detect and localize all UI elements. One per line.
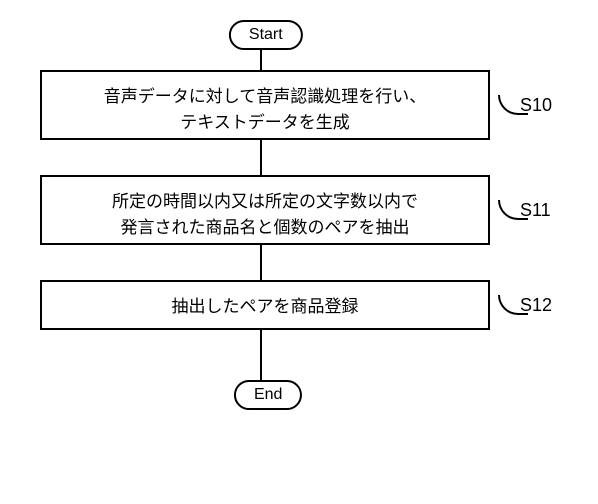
connector-line [260, 330, 262, 380]
process-step-s11: 所定の時間以内又は所定の文字数以内で 発言された商品名と個数のペアを抽出 [40, 175, 490, 245]
connector-line [260, 245, 262, 280]
terminator-start: Start [229, 20, 303, 50]
connector-line [260, 48, 262, 70]
connector-line [260, 140, 262, 175]
terminator-end: End [234, 380, 302, 410]
step-label-s12: S12 [520, 295, 552, 316]
process-text-line: 音声データに対して音声認識処理を行い、 [52, 84, 478, 110]
end-label: End [254, 386, 282, 403]
process-text-line: 所定の時間以内又は所定の文字数以内で [52, 189, 478, 215]
process-text-line: テキストデータを生成 [52, 110, 478, 136]
step-label-s10: S10 [520, 95, 552, 116]
process-text-line: 発言された商品名と個数のペアを抽出 [52, 215, 478, 241]
start-label: Start [249, 26, 283, 43]
process-step-s10: 音声データに対して音声認識処理を行い、 テキストデータを生成 [40, 70, 490, 140]
flowchart-container: Start 音声データに対して音声認識処理を行い、 テキストデータを生成 S10… [0, 0, 598, 504]
step-label-s11: S11 [520, 200, 551, 221]
process-text-line: 抽出したペアを商品登録 [52, 294, 478, 320]
process-step-s12: 抽出したペアを商品登録 [40, 280, 490, 330]
